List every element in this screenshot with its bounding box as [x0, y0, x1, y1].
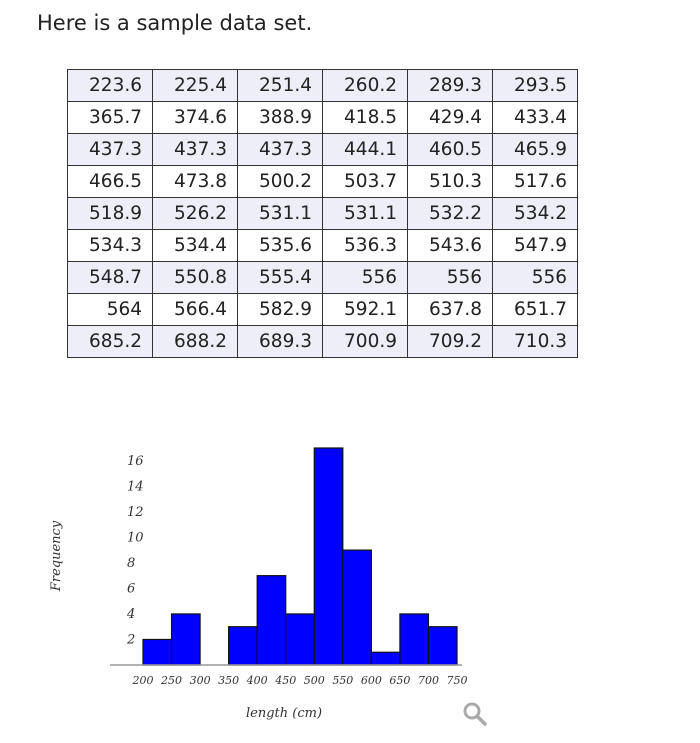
table-cell: 500.2 [237, 165, 323, 198]
table-row: 518.9 526.2 531.1 531.1 532.2 534.2 [67, 197, 578, 230]
table-cell: 566.4 [152, 293, 238, 326]
table-cell: 531.1 [237, 197, 323, 230]
table-cell: 365.7 [67, 101, 153, 134]
histogram-bars [142, 447, 458, 666]
table-cell: 429.4 [407, 101, 493, 134]
table-cell: 689.3 [237, 325, 323, 358]
table-row: 548.7 550.8 555.4 556 556 556 [67, 261, 578, 294]
table-cell: 592.1 [322, 293, 408, 326]
x-tick-label: 400 [246, 674, 268, 687]
table-cell: 547.9 [492, 229, 578, 262]
x-tick-label: 500 [304, 674, 325, 687]
table-cell: 555.4 [237, 261, 323, 294]
table-cell: 688.2 [152, 325, 238, 358]
table-cell: 710.3 [492, 325, 578, 358]
x-tick-label: 750 [447, 674, 468, 687]
x-tick-label: 250 [160, 674, 182, 687]
y-tick-label: 6 [127, 581, 135, 596]
table-cell: 535.6 [237, 229, 323, 262]
table-cell: 388.9 [237, 101, 323, 134]
table-cell: 700.9 [322, 325, 408, 358]
histogram-bar [399, 613, 430, 666]
table-cell: 289.3 [407, 69, 493, 102]
y-tick-labels: 2 4 6 8 10 12 14 16 [126, 454, 144, 648]
x-tick-labels: 200 250 300 350 400 450 500 550 600 650 700 750 [132, 674, 468, 687]
histogram-bar [427, 626, 458, 666]
x-tick-label: 300 [190, 674, 211, 687]
table-cell: 223.6 [67, 69, 153, 102]
table-cell: 550.8 [152, 261, 238, 294]
data-table: 223.6 225.4 251.4 260.2 289.3 293.5 365.7 374.6… [67, 69, 578, 358]
y-tick-label: 2 [126, 632, 135, 647]
x-axis-label: length (cm) [246, 706, 322, 721]
x-tick-label: 600 [361, 674, 382, 687]
histogram-bar [313, 447, 344, 666]
y-tick-label: 4 [126, 607, 135, 622]
table-cell: 564 [67, 293, 153, 326]
table-row: 223.6 225.4 251.4 260.2 289.3 293.5 [67, 69, 578, 102]
table-cell: 526.2 [152, 197, 238, 230]
table-cell: 374.6 [152, 101, 238, 134]
histogram-bar [142, 638, 173, 666]
y-tick-label: 10 [127, 530, 144, 545]
table-cell: 518.9 [67, 197, 153, 230]
table-cell: 532.2 [407, 197, 493, 230]
histogram-bar [228, 626, 258, 666]
table-row: 365.7 374.6 388.9 418.5 429.4 433.4 [67, 101, 578, 134]
table-row: 534.3 534.4 535.6 536.3 543.6 547.9 [67, 229, 578, 262]
table-cell: 437.3 [67, 133, 153, 166]
table-cell: 466.5 [67, 165, 153, 198]
table-cell: 293.5 [492, 69, 578, 102]
table-cell: 260.2 [322, 69, 408, 102]
table-cell: 433.4 [492, 101, 578, 134]
table-cell: 543.6 [407, 229, 493, 262]
y-axis-label: Frequency [49, 520, 64, 592]
x-tick-label: 650 [389, 674, 410, 687]
y-tick-label: 14 [127, 479, 144, 494]
table-cell: 685.2 [67, 325, 153, 358]
histogram-bar [342, 549, 372, 666]
table-cell: 556 [322, 261, 408, 294]
histogram-bar [370, 651, 401, 666]
table-cell: 709.2 [407, 325, 493, 358]
x-tick-label: 350 [218, 674, 239, 687]
histogram-bar [256, 575, 287, 666]
histogram-bar [170, 613, 201, 666]
table-row: 685.2 688.2 689.3 700.9 709.2 710.3 [67, 325, 578, 358]
table-cell: 534.3 [67, 229, 153, 262]
table-cell: 651.7 [492, 293, 578, 326]
table-cell: 637.8 [407, 293, 493, 326]
y-tick-label: 16 [127, 454, 144, 469]
x-tick-label: 450 [274, 674, 296, 687]
histogram-bar [285, 613, 315, 666]
table-row: 564 566.4 582.9 592.1 637.8 651.7 [67, 293, 578, 326]
intro-text: Here is a sample data set. [37, 11, 313, 35]
table-row: 437.3 437.3 437.3 444.1 460.5 465.9 [67, 133, 578, 166]
table-cell: 536.3 [322, 229, 408, 262]
table-cell: 556 [492, 261, 578, 294]
table-cell: 517.6 [492, 165, 578, 198]
x-tick-label: 700 [418, 674, 439, 687]
x-tick-label: 550 [332, 674, 353, 687]
table-cell: 534.4 [152, 229, 238, 262]
x-tick-label: 200 [132, 674, 154, 687]
y-tick-label: 12 [127, 505, 144, 520]
table-cell: 444.1 [322, 133, 408, 166]
table-cell: 465.9 [492, 133, 578, 166]
table-cell: 534.2 [492, 197, 578, 230]
table-cell: 460.5 [407, 133, 493, 166]
table-cell: 225.4 [152, 69, 238, 102]
magnifier-icon[interactable] [462, 701, 488, 727]
y-tick-label: 8 [127, 556, 135, 571]
